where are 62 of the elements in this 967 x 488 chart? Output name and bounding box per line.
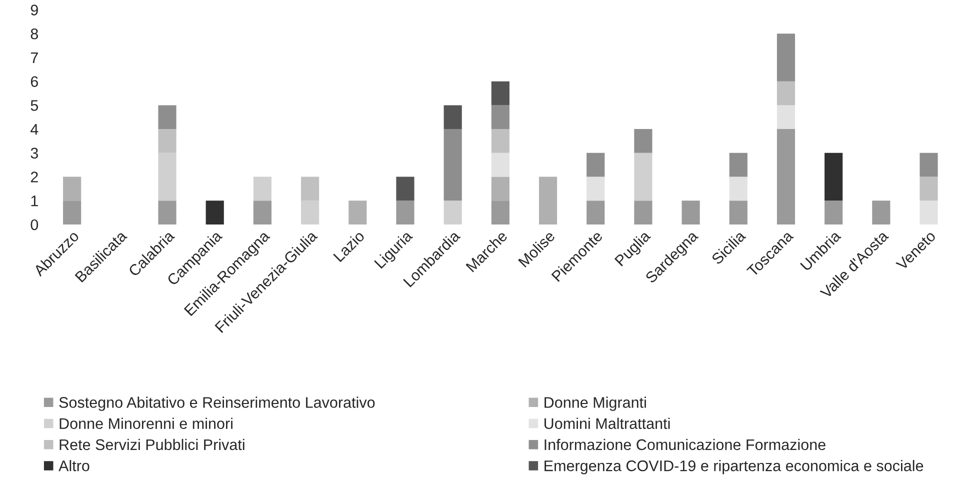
- bar: [444, 200, 462, 224]
- bar: [158, 129, 176, 153]
- legend-label: Emergenza COVID-19 e ripartenza economica e sociale: [544, 460, 924, 474]
- legend-label: Rete Servizi Pubblici Privati: [60, 438, 244, 450]
- bar: [63, 176, 82, 201]
- bar: [491, 129, 510, 153]
- y-tick-label: 9: [30, 4, 38, 16]
- y-tick-label: 2: [30, 172, 38, 182]
- bar: [158, 152, 176, 201]
- y-tick-label: 7: [30, 52, 38, 64]
- y-tick-label: 5: [30, 100, 38, 111]
- bar: [920, 152, 938, 177]
- bar: [301, 200, 320, 224]
- y-tick-label: 3: [30, 148, 38, 159]
- bar: [253, 176, 272, 201]
- legend-label: Informazione Comunicazione Formazione: [544, 438, 826, 450]
- bar: [158, 105, 176, 130]
- bar: [444, 129, 462, 201]
- y-tick-label: 1: [31, 196, 38, 206]
- y-tick-label: 4: [30, 124, 38, 135]
- bar: [682, 200, 700, 224]
- legend-label: Donne Migranti: [544, 396, 646, 411]
- bar: [491, 200, 510, 224]
- bar: [824, 152, 843, 201]
- legend-label: Altro: [58, 460, 90, 472]
- bar: [776, 34, 796, 82]
- bar: [776, 129, 796, 224]
- bar: [491, 105, 510, 130]
- bar: [301, 176, 320, 201]
- bar: [824, 200, 843, 224]
- bar: [872, 200, 890, 224]
- bar: [729, 200, 748, 224]
- bar: [491, 81, 510, 106]
- y-tick-label: 8: [30, 28, 38, 40]
- bar: [729, 152, 748, 177]
- bar: [920, 200, 938, 224]
- legend-label: Uomini Maltrattanti: [544, 418, 670, 429]
- bar: [776, 81, 796, 106]
- bar: [348, 200, 367, 224]
- bar: [586, 176, 605, 201]
- bar: [491, 176, 510, 201]
- legend-label: Sostegno Abitativo e Reinserimento Lavorativo: [59, 396, 375, 411]
- bar: [729, 176, 748, 201]
- bar: [444, 105, 462, 130]
- bar: [538, 176, 558, 224]
- bar: [586, 152, 605, 177]
- bar: [634, 200, 652, 224]
- bar: [491, 152, 510, 177]
- bar: [776, 105, 796, 130]
- bar: [634, 129, 652, 153]
- bar: [634, 152, 652, 201]
- y-tick-label: 0: [30, 219, 38, 230]
- y-tick-label: 6: [30, 76, 38, 88]
- legend-label: Donne Minorenni e minori: [60, 418, 232, 429]
- bar: [396, 176, 414, 201]
- bar: [396, 200, 414, 224]
- bar: [586, 200, 605, 224]
- bar: [63, 200, 82, 224]
- bar: [158, 200, 176, 224]
- bar: [253, 200, 272, 224]
- bar: [206, 200, 224, 224]
- bar: [920, 176, 938, 201]
